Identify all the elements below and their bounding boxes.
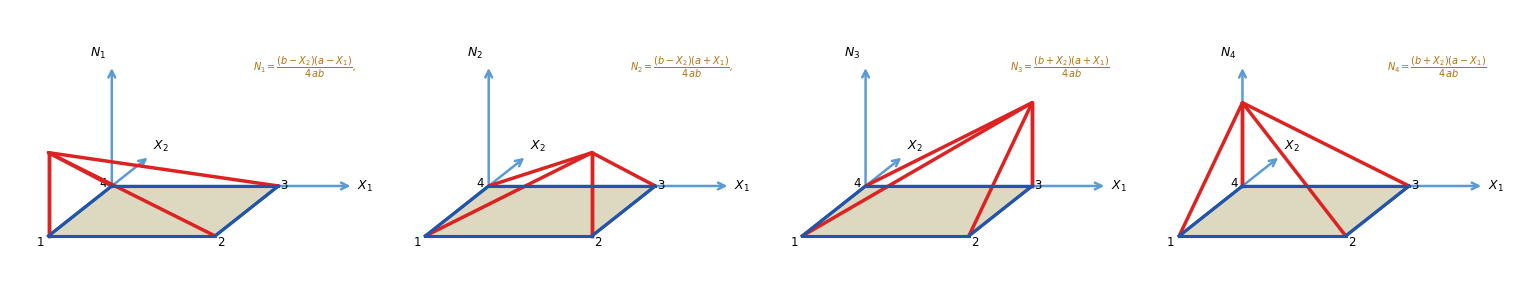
Text: 4: 4	[100, 177, 108, 190]
Text: 4: 4	[1230, 177, 1237, 190]
Polygon shape	[803, 186, 1032, 236]
Text: 2: 2	[971, 236, 979, 249]
Text: $X_2$: $X_2$	[154, 139, 169, 154]
Text: $N_1 = \dfrac{(b-X_2)(a-X_1)}{4ab}$,: $N_1 = \dfrac{(b-X_2)(a-X_1)}{4ab}$,	[254, 56, 356, 80]
Text: $N_{4}$: $N_{4}$	[1221, 46, 1237, 61]
Text: 3: 3	[281, 179, 287, 192]
Text: 1: 1	[413, 236, 421, 249]
Text: 1: 1	[790, 236, 798, 249]
Text: $X_2$: $X_2$	[1284, 139, 1300, 154]
Text: 3: 3	[1034, 179, 1041, 192]
Text: 1: 1	[1167, 236, 1175, 249]
Text: 3: 3	[1411, 179, 1418, 192]
Text: $X_1$: $X_1$	[1111, 178, 1128, 194]
Text: $N_2 = \dfrac{(b-X_2)(a+X_1)}{4ab}$,: $N_2 = \dfrac{(b-X_2)(a+X_1)}{4ab}$,	[631, 56, 733, 80]
Text: 2: 2	[1348, 236, 1356, 249]
Polygon shape	[49, 186, 278, 236]
Text: 2: 2	[594, 236, 602, 249]
Text: $N_3 = \dfrac{(b+X_2)(a+X_1)}{4ab}$: $N_3 = \dfrac{(b+X_2)(a+X_1)}{4ab}$	[1011, 56, 1110, 80]
Text: $X_2$: $X_2$	[907, 139, 923, 154]
Text: $X_1$: $X_1$	[357, 178, 374, 194]
Text: $X_2$: $X_2$	[530, 139, 546, 154]
Text: $X_1$: $X_1$	[734, 178, 751, 194]
Text: 4: 4	[854, 177, 860, 190]
Text: $N_{2}$: $N_{2}$	[467, 46, 483, 61]
Text: 3: 3	[657, 179, 664, 192]
Text: 1: 1	[36, 236, 44, 249]
Text: 2: 2	[217, 236, 225, 249]
Text: $X_1$: $X_1$	[1488, 178, 1503, 194]
Text: $N_{1}$: $N_{1}$	[90, 46, 106, 61]
Text: $N_4 = \dfrac{(b+X_2)(a-X_1)}{4ab}$: $N_4 = \dfrac{(b+X_2)(a-X_1)}{4ab}$	[1386, 56, 1487, 80]
Text: 4: 4	[477, 177, 483, 190]
Text: $N_{3}$: $N_{3}$	[844, 46, 860, 61]
Polygon shape	[1180, 186, 1409, 236]
Polygon shape	[426, 186, 655, 236]
